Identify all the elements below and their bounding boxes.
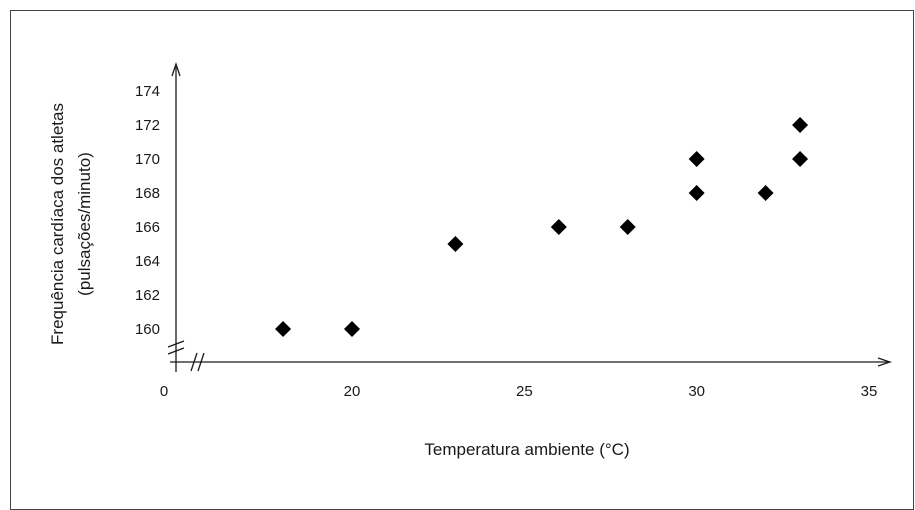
- x-tick-label: 35: [861, 383, 878, 400]
- x-tick-label: 20: [344, 383, 361, 400]
- x-tick-label: 30: [688, 383, 705, 400]
- data-point-3: [447, 236, 464, 252]
- x-tick-label: 0: [160, 383, 168, 400]
- data-points: [275, 117, 809, 337]
- x-axis-break-2: [197, 352, 205, 372]
- y-tick-label: 168: [135, 185, 160, 202]
- x-axis-arrow: [877, 357, 893, 367]
- tick-labels: 160 162 164 166 168 170 172 174 0 20 25 30 35: [135, 83, 877, 400]
- y-tick-label: 166: [135, 219, 160, 236]
- y-tick-label: 170: [135, 151, 160, 168]
- data-point-6: [688, 185, 705, 201]
- data-point-7: [688, 151, 705, 167]
- y-tick-label: 172: [135, 117, 160, 134]
- scatter-chart: 160 162 164 166 168 170 172 174 0 20 25 30 35 Temper…: [48, 61, 893, 459]
- data-point-4: [550, 219, 567, 235]
- y-axis-arrow: [171, 61, 181, 77]
- x-axis-break-1: [190, 352, 198, 372]
- y-tick-label: 174: [135, 83, 160, 100]
- y-tick-label: 164: [135, 253, 160, 270]
- y-axis-label-line1: Frequência cardíaca dos atletas: [48, 103, 67, 345]
- data-point-2: [344, 321, 360, 337]
- y-tick-label: 162: [135, 287, 160, 304]
- y-axis-break-1: [167, 340, 185, 348]
- chart-frame: [10, 10, 914, 510]
- x-tick-label: 25: [516, 383, 533, 400]
- y-tick-label: 160: [135, 321, 160, 338]
- x-axis-label: Temperatura ambiente (°C): [424, 440, 629, 459]
- data-point-1: [275, 321, 292, 337]
- data-point-10: [792, 117, 809, 133]
- y-axis-label-line2: (pulsações/minuto): [75, 152, 94, 296]
- data-point-8: [757, 185, 774, 201]
- axes: [167, 61, 893, 372]
- data-point-5: [619, 219, 636, 235]
- data-point-9: [792, 151, 809, 167]
- y-axis-break-2: [167, 347, 185, 355]
